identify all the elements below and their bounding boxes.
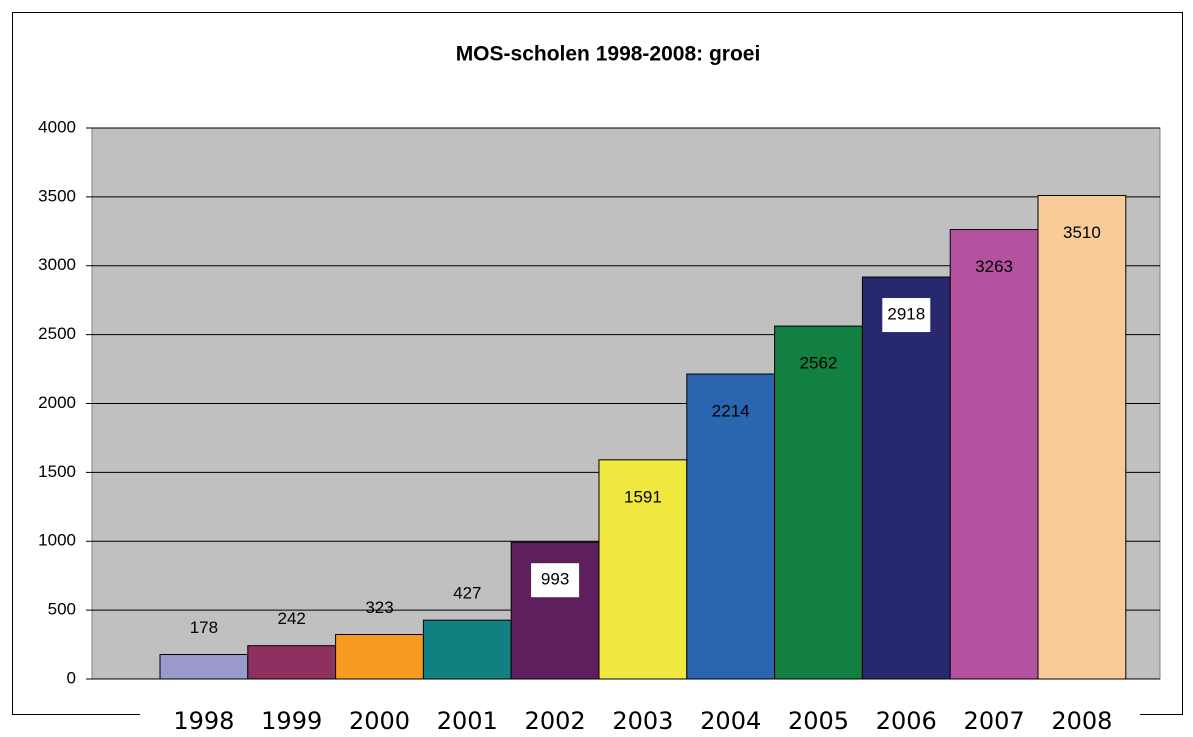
x-tick-label: 2005 <box>788 707 849 735</box>
data-label: 1591 <box>624 487 662 506</box>
bar <box>247 645 337 680</box>
y-tick-label: 3500 <box>38 186 76 205</box>
chart-title: MOS-scholen 1998-2008: groei <box>456 43 761 66</box>
bar <box>422 619 512 680</box>
y-tick-label: 1500 <box>38 462 76 481</box>
y-tick-label: 4000 <box>38 117 76 136</box>
label-box <box>531 563 580 598</box>
bar <box>335 634 424 680</box>
x-tick-label: 1999 <box>261 707 322 735</box>
x-tick-label: 2000 <box>349 707 410 735</box>
label-box <box>882 298 931 333</box>
data-label: 323 <box>365 598 393 617</box>
data-label: 242 <box>278 609 306 628</box>
y-tick-label: 2500 <box>38 324 76 343</box>
data-label: 3510 <box>1063 223 1101 242</box>
x-tick-label: 2001 <box>437 707 498 735</box>
bar <box>861 276 951 680</box>
label-band <box>140 700 1140 737</box>
data-label: 2562 <box>800 354 838 373</box>
bar <box>774 325 863 680</box>
y-tick-label: 0 <box>67 668 76 687</box>
bar <box>159 653 249 680</box>
bar <box>949 229 1039 680</box>
x-tick-label: 2002 <box>525 707 586 735</box>
bar <box>598 459 688 680</box>
x-tick-label: 1998 <box>173 707 234 735</box>
y-tick-label: 3000 <box>38 255 76 274</box>
x-tick-label: 2008 <box>1051 707 1112 735</box>
x-tick-label: 2006 <box>876 707 937 735</box>
x-tick-label: 2003 <box>612 707 673 735</box>
data-label: 993 <box>541 570 569 589</box>
bar <box>510 541 600 680</box>
data-label: 427 <box>453 584 481 603</box>
data-label: 2918 <box>887 305 925 324</box>
data-label: 3263 <box>975 257 1013 276</box>
bar <box>1037 194 1127 680</box>
data-label: 2214 <box>712 402 750 421</box>
bar <box>686 373 776 680</box>
y-tick-label: 500 <box>48 600 76 619</box>
y-tick-label: 1000 <box>38 531 76 550</box>
y-tick-label: 2000 <box>38 393 76 412</box>
data-label: 178 <box>190 618 218 637</box>
x-tick-label: 2004 <box>700 707 761 735</box>
x-tick-label: 2007 <box>964 707 1025 735</box>
